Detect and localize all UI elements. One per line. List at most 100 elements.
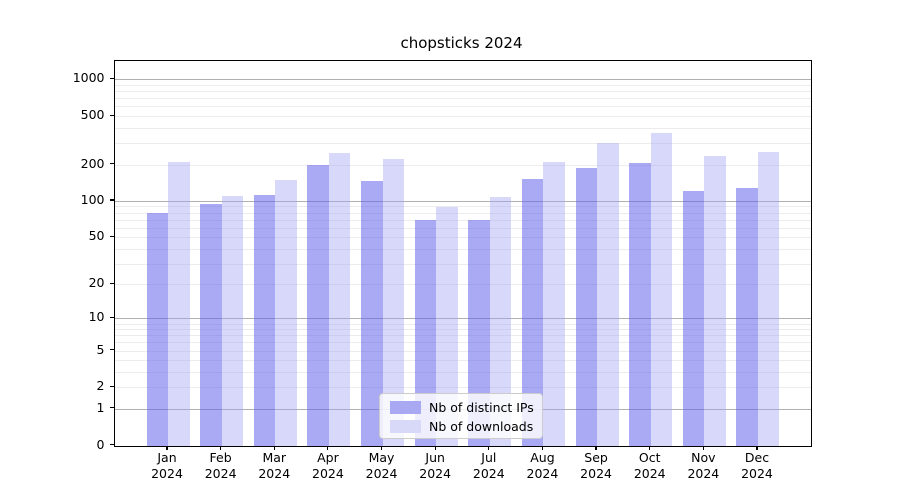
- x-tick-label-oct: Oct 2024: [633, 449, 666, 482]
- bar-sep-distinct-ips: [575, 168, 598, 446]
- x-tick-mark-jul: [488, 445, 490, 450]
- legend-item-distinct-ips: Nb of distinct IPs: [380, 398, 542, 417]
- x-tick-label-aug: Aug 2024: [526, 449, 559, 482]
- x-tick-mark-apr: [327, 445, 329, 450]
- x-tick-mark-aug: [541, 445, 544, 450]
- bar-jun-downloads: [436, 206, 458, 446]
- bar-nov-distinct-ips: [682, 190, 705, 446]
- y-tick-label-0: 0: [96, 436, 105, 452]
- y-tick-mark-1000: [109, 77, 114, 80]
- bar-jun-distinct-ips: [414, 219, 437, 446]
- gridline-minor-90: [114, 206, 811, 208]
- y-tick-mark-10: [109, 316, 114, 319]
- x-tick-mark-feb: [220, 445, 222, 450]
- bar-may-distinct-ips: [361, 180, 383, 446]
- y-tick-mark-100: [109, 199, 114, 201]
- gridline-minor-2: [114, 387, 811, 389]
- gridline-minor-3: [114, 372, 811, 374]
- y-tick-label-1: 1: [96, 399, 105, 415]
- bar-aug-downloads: [543, 162, 565, 446]
- y-tick-mark-2: [109, 385, 114, 387]
- bar-dec-distinct-ips: [736, 188, 758, 446]
- x-tick-mark-oct: [649, 445, 651, 450]
- x-tick-mark-sep: [595, 445, 597, 450]
- x-tick-label-may: May 2024: [365, 449, 398, 482]
- gridline-minor-300: [114, 143, 811, 145]
- gridline-minor-5: [114, 350, 811, 352]
- bar-mar-distinct-ips: [253, 195, 276, 446]
- x-tick-label-jul: Jul 2024: [472, 449, 505, 482]
- plot-area: Nb of distinct IPs Nb of downloads: [113, 60, 812, 447]
- y-tick-label-200: 200: [80, 155, 105, 171]
- x-tick-mark-jan: [166, 445, 168, 450]
- gridline-minor-600: [114, 106, 811, 108]
- y-tick-label-20: 20: [88, 275, 105, 291]
- y-tick-mark-0: [109, 443, 114, 446]
- x-tick-mark-jun: [434, 445, 436, 450]
- x-tick-label-apr: Apr 2024: [312, 449, 344, 482]
- gridline-major-1000: [114, 79, 811, 81]
- y-tick-mark-50: [109, 235, 114, 237]
- x-tick-label-jan: Jan 2024: [151, 449, 183, 482]
- y-tick-mark-20: [109, 282, 114, 284]
- bar-jul-distinct-ips: [468, 219, 490, 446]
- gridline-minor-60: [114, 227, 811, 229]
- gridline-minor-700: [114, 98, 811, 100]
- gridline-minor-900: [114, 85, 811, 87]
- gridline-minor-70: [114, 219, 811, 221]
- x-tick-mark-may: [380, 445, 383, 450]
- bar-jan-downloads: [168, 161, 190, 446]
- x-tick-label-feb: Feb 2024: [204, 449, 237, 482]
- gridline-minor-7: [114, 335, 811, 337]
- x-tick-mark-dec: [756, 445, 758, 450]
- legend-swatch-distinct-ips: [390, 400, 421, 414]
- bar-aug-distinct-ips: [521, 178, 544, 446]
- gridline-minor-500: [114, 116, 811, 118]
- gridline-major-10: [114, 318, 811, 320]
- gridline-minor-4: [114, 360, 811, 362]
- gridline-minor-30: [114, 263, 811, 265]
- x-tick-label-sep: Sep 2024: [580, 449, 612, 482]
- legend-swatch-downloads: [390, 419, 421, 433]
- bar-jul-downloads: [489, 197, 512, 446]
- y-tick-label-100: 100: [80, 191, 105, 207]
- x-tick-label-dec: Dec 2024: [741, 449, 773, 482]
- legend-label-distinct-ips: Nb of distinct IPs: [429, 399, 534, 415]
- y-tick-mark-5: [109, 348, 114, 351]
- bar-nov-downloads: [704, 156, 726, 446]
- gridline-minor-20: [114, 284, 811, 286]
- y-tick-label-2: 2: [96, 378, 105, 394]
- gridline-minor-40: [114, 248, 811, 250]
- bar-jan-distinct-ips: [146, 213, 168, 446]
- x-tick-label-jun: Jun 2024: [419, 449, 452, 482]
- gridline-minor-80: [114, 212, 811, 214]
- bar-oct-distinct-ips: [629, 162, 651, 446]
- x-tick-label-mar: Mar 2024: [258, 449, 291, 482]
- bar-apr-distinct-ips: [307, 164, 329, 446]
- y-tick-mark-1: [109, 407, 114, 409]
- y-tick-mark-200: [109, 162, 114, 165]
- legend-label-downloads: Nb of downloads: [429, 418, 534, 434]
- chart-title: chopsticks 2024: [400, 34, 523, 52]
- bar-may-downloads: [382, 159, 405, 446]
- bar-sep-downloads: [597, 143, 619, 446]
- gridline-minor-400: [114, 127, 811, 129]
- y-tick-label-10: 10: [88, 309, 105, 325]
- bar-dec-downloads: [757, 152, 780, 446]
- x-tick-label-nov: Nov 2024: [687, 449, 720, 482]
- bar-oct-downloads: [650, 132, 673, 446]
- bar-apr-downloads: [328, 153, 351, 446]
- gridline-minor-8: [114, 329, 811, 331]
- x-tick-mark-mar: [273, 445, 275, 450]
- bar-mar-downloads: [275, 180, 297, 446]
- x-tick-mark-nov: [702, 445, 704, 450]
- gridline-minor-50: [114, 237, 811, 239]
- gridline-minor-800: [114, 91, 811, 93]
- gridline-minor-9: [114, 323, 811, 325]
- legend-item-downloads: Nb of downloads: [380, 417, 542, 436]
- gridline-minor-6: [114, 342, 811, 344]
- y-tick-label-5: 5: [96, 341, 105, 357]
- y-tick-mark-500: [109, 114, 114, 116]
- gridline-major-100: [114, 200, 811, 202]
